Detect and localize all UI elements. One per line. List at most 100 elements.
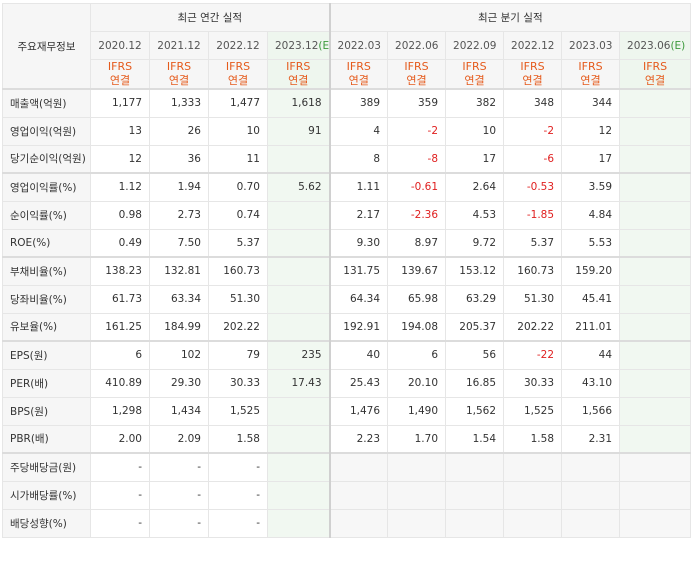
value-cell: 1.94 xyxy=(149,172,209,202)
period-header-quarter-0: 2022.03 xyxy=(329,31,389,60)
table-row: EPS(원) 6 102 79 235 40 6 56 -22 44 xyxy=(2,340,692,370)
consolidated-label: 연결 xyxy=(464,74,485,87)
consolidated-label: 연결 xyxy=(109,74,131,87)
ifrs-label: IFRS xyxy=(166,60,192,73)
value-cell xyxy=(329,480,389,510)
value-cell: 344 xyxy=(561,88,621,118)
value-cell: 4.84 xyxy=(561,200,621,230)
value-cell: 63.34 xyxy=(149,284,209,314)
value-cell xyxy=(619,88,692,118)
value-cell: 153.12 xyxy=(445,256,505,286)
value-cell: 0.74 xyxy=(208,200,268,230)
value-cell: 184.99 xyxy=(149,312,209,342)
period-label: 2022.12 xyxy=(216,39,260,52)
value-cell: 5.53 xyxy=(561,228,621,258)
value-cell: - xyxy=(90,508,150,538)
value-cell: 161.25 xyxy=(90,312,150,342)
row-label: PBR(배) xyxy=(2,424,91,454)
value-cell xyxy=(445,452,505,482)
value-cell: 36 xyxy=(149,144,209,174)
value-cell: 43.10 xyxy=(561,368,621,398)
table-row: 순이익률(%) 0.98 2.73 0.74 2.17 -2.36 4.53 -1.85 4.8… xyxy=(2,200,692,230)
value-cell: -2.36 xyxy=(387,200,447,230)
value-cell: 45.41 xyxy=(561,284,621,314)
table-row: 유보율(%) 161.25 184.99 202.22 192.91 194.08 205.… xyxy=(2,312,692,342)
value-cell xyxy=(266,284,331,314)
ifrs-label: IFRS xyxy=(642,60,668,73)
row-label: 시가배당률(%) xyxy=(2,480,91,510)
value-cell: 0.98 xyxy=(90,200,150,230)
value-cell: 25.43 xyxy=(329,368,389,398)
value-cell xyxy=(561,452,621,482)
ifrs-header-row: IFRS 연결 IFRS 연결 IFRS 연결 IFRS 연결 IFRS 연결 IFRS 연결 IFRS… xyxy=(3,59,692,90)
value-cell: 51.30 xyxy=(503,284,563,314)
value-cell: -0.53 xyxy=(503,172,563,202)
row-label: 순이익률(%) xyxy=(2,200,91,230)
value-cell: - xyxy=(149,452,209,482)
ifrs-cell: IFRS 연결 xyxy=(90,59,150,90)
consolidated-label: 연결 xyxy=(168,74,190,87)
value-cell xyxy=(445,508,505,538)
value-cell xyxy=(329,508,389,538)
value-cell: 1.58 xyxy=(503,424,563,454)
value-cell: 17.43 xyxy=(266,368,331,398)
value-cell: 1,177 xyxy=(90,88,150,118)
table-row: BPS(원) 1,298 1,434 1,525 1,476 1,490 1,562 1,52… xyxy=(2,396,692,426)
value-cell xyxy=(329,452,389,482)
ifrs-cell: IFRS 연결 xyxy=(561,59,621,90)
period-label: 2022.06 xyxy=(395,39,439,52)
row-label: 당좌비율(%) xyxy=(2,284,91,314)
row-label: 배당성향(%) xyxy=(2,508,91,538)
table-row: 주당배당금(원) - - - xyxy=(2,452,692,482)
value-cell: 10 xyxy=(208,116,268,146)
value-cell xyxy=(619,396,692,426)
value-cell: 102 xyxy=(149,340,209,370)
value-cell: 44 xyxy=(561,340,621,370)
value-cell: 160.73 xyxy=(503,256,563,286)
value-cell: 359 xyxy=(387,88,447,118)
value-cell: 1.12 xyxy=(90,172,150,202)
value-cell: 65.98 xyxy=(387,284,447,314)
value-cell: 1,566 xyxy=(561,396,621,426)
value-cell xyxy=(619,368,692,398)
value-cell: 382 xyxy=(445,88,505,118)
value-cell: 5.37 xyxy=(208,228,268,258)
ifrs-label: IFRS xyxy=(286,60,311,73)
value-cell: 159.20 xyxy=(561,256,621,286)
period-label: 2022.03 xyxy=(337,39,381,52)
value-cell xyxy=(619,228,692,258)
period-header-quarter-2: 2022.09 xyxy=(445,31,505,60)
value-cell: 235 xyxy=(266,340,331,370)
value-cell xyxy=(561,508,621,538)
value-cell xyxy=(266,480,331,510)
period-header-annual-3: 2023.12(E) xyxy=(266,31,331,60)
table-row: ROE(%) 0.49 7.50 5.37 9.30 8.97 9.72 5.37 5.53 xyxy=(2,228,692,258)
value-cell: 5.62 xyxy=(266,172,331,202)
value-cell: 9.30 xyxy=(329,228,389,258)
value-cell: 389 xyxy=(329,88,389,118)
quarter-group-header: 최근 분기 실적 xyxy=(329,3,692,32)
financial-summary-table: 주요재무정보 최근 연간 실적 최근 분기 실적 2020.12 2021.12 2… xyxy=(2,3,692,538)
ifrs-cell: IFRS 연결 xyxy=(149,59,209,90)
value-cell xyxy=(266,508,331,538)
value-cell: 9.72 xyxy=(445,228,505,258)
row-label: 영업이익률(%) xyxy=(2,172,91,202)
value-cell: 2.73 xyxy=(149,200,209,230)
ifrs-label: IFRS xyxy=(225,60,251,73)
row-label-header: 주요재무정보 xyxy=(2,3,91,90)
value-cell: 192.91 xyxy=(329,312,389,342)
value-cell xyxy=(503,508,563,538)
table-row: PER(배) 410.89 29.30 30.33 17.43 25.43 20.10 16.… xyxy=(2,368,692,398)
value-cell xyxy=(266,228,331,258)
value-cell xyxy=(619,480,692,510)
value-cell xyxy=(266,200,331,230)
value-cell: 12 xyxy=(561,116,621,146)
value-cell: 13 xyxy=(90,116,150,146)
value-cell: 5.37 xyxy=(503,228,563,258)
annual-group-header: 최근 연간 실적 xyxy=(89,3,331,32)
value-cell: 138.23 xyxy=(90,256,150,286)
period-header-annual-0: 2020.12 xyxy=(90,31,150,60)
value-cell: 1,476 xyxy=(329,396,389,426)
value-cell: 1,525 xyxy=(503,396,563,426)
table-row: PBR(배) 2.00 2.09 1.58 2.23 1.70 1.54 1.58 2.31 xyxy=(2,424,692,454)
